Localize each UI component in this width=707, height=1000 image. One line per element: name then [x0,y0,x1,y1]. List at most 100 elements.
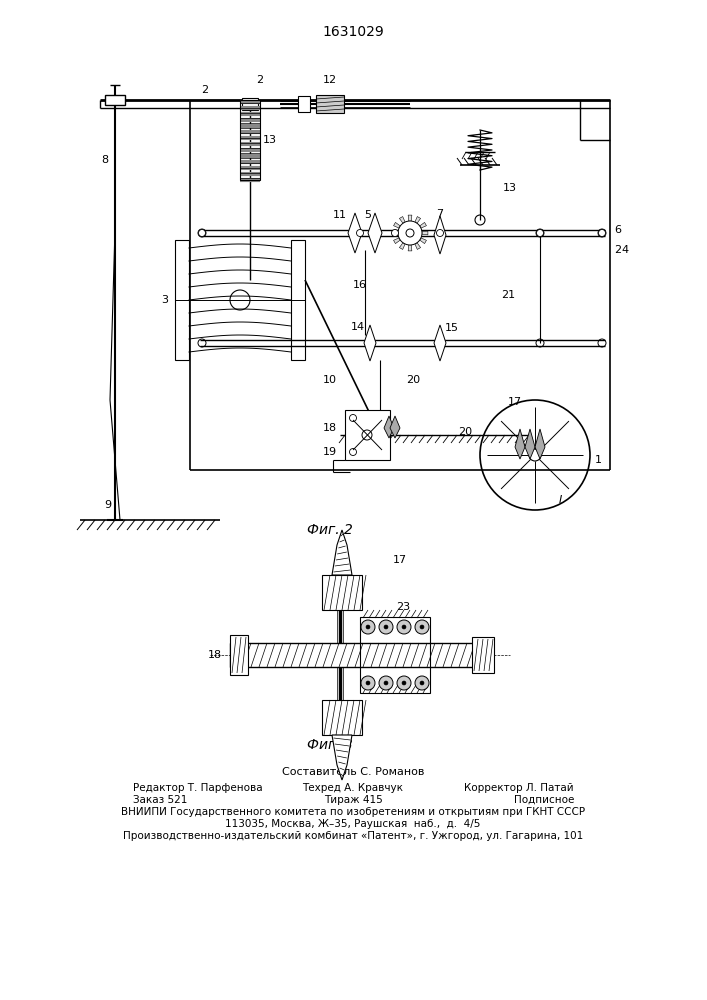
Text: 8: 8 [101,155,109,165]
Text: 19: 19 [323,447,337,457]
Text: 6: 6 [614,225,621,235]
Text: Техред А. Кравчук: Техред А. Кравчук [303,783,404,793]
Bar [316,95,344,113]
Polygon shape [348,213,362,253]
Circle shape [537,230,544,236]
Circle shape [361,620,375,634]
Bar [105,95,125,105]
Text: Составитель С. Романов: Составитель С. Романов [282,767,424,777]
Text: 20: 20 [458,427,472,437]
Polygon shape [390,416,400,438]
Circle shape [398,221,422,245]
Circle shape [361,676,375,690]
Circle shape [436,230,443,236]
Text: 23: 23 [396,602,410,612]
Text: 17: 17 [393,555,407,565]
Text: Корректор Л. Патай: Корректор Л. Патай [464,783,574,793]
Text: Тираж 415: Тираж 415 [324,795,382,805]
Polygon shape [420,238,426,244]
Bar [322,700,362,735]
Text: 10: 10 [323,375,337,385]
Polygon shape [332,735,352,780]
Circle shape [420,681,424,685]
Circle shape [402,625,406,629]
Polygon shape [515,429,525,459]
Bar [242,98,258,110]
Bar [230,643,490,667]
Text: 11: 11 [333,210,347,220]
Circle shape [366,681,370,685]
Text: Фиг. 2: Фиг. 2 [307,523,353,537]
Text: 5: 5 [365,210,371,220]
Bar [345,410,390,460]
Circle shape [384,625,388,629]
Text: 1: 1 [595,455,602,465]
Polygon shape [364,325,376,361]
Circle shape [392,230,399,236]
Polygon shape [535,429,545,459]
Bar [322,575,362,610]
Polygon shape [408,215,412,221]
Polygon shape [392,231,398,235]
Polygon shape [384,416,394,438]
Polygon shape [408,245,412,251]
Text: 1631029: 1631029 [322,25,384,39]
Circle shape [397,620,411,634]
Text: 2: 2 [201,85,209,95]
Text: 13: 13 [503,183,517,193]
Circle shape [420,625,424,629]
Bar [240,100,260,180]
Text: 18: 18 [323,423,337,433]
Bar [230,635,248,675]
Text: 16: 16 [353,280,367,290]
Circle shape [199,230,206,236]
Bar [175,240,189,360]
Polygon shape [394,222,400,228]
Text: 13: 13 [263,135,277,145]
Text: 21: 21 [501,290,515,300]
Text: 9: 9 [105,500,112,510]
Circle shape [415,676,429,690]
Text: 17: 17 [508,397,522,407]
Circle shape [415,620,429,634]
Text: I: I [559,495,561,505]
Circle shape [402,681,406,685]
Polygon shape [415,243,421,249]
Polygon shape [525,429,535,459]
Text: 4: 4 [621,245,629,255]
Text: ВНИИПИ Государственного комитета по изобретениям и открытиям при ГКНТ СССР: ВНИИПИ Государственного комитета по изоб… [121,807,585,817]
Bar [291,240,305,360]
Text: 12: 12 [323,75,337,85]
Circle shape [397,676,411,690]
Polygon shape [420,222,426,228]
Text: Производственно-издательский комбинат «Патент», г. Ужгород, ул. Гагарина, 101: Производственно-издательский комбинат «П… [123,831,583,841]
Polygon shape [399,217,405,223]
Text: 14: 14 [351,322,365,332]
Circle shape [366,625,370,629]
Text: 18: 18 [208,650,222,660]
Text: Подписное: Подписное [513,795,574,805]
Bar [360,617,430,693]
Polygon shape [399,243,405,249]
Polygon shape [394,238,400,244]
Circle shape [379,620,393,634]
Text: 3: 3 [161,295,168,305]
Text: Фиг. 3: Фиг. 3 [307,738,353,752]
Circle shape [356,230,363,236]
Text: 15: 15 [445,323,459,333]
Polygon shape [434,325,446,361]
Text: 2: 2 [257,75,264,85]
Circle shape [384,681,388,685]
Polygon shape [434,216,446,254]
Circle shape [599,230,605,236]
Text: Редактор Т. Парфенова: Редактор Т. Парфенова [133,783,262,793]
Circle shape [230,290,250,310]
Polygon shape [415,217,421,223]
Polygon shape [332,530,352,575]
Text: Заказ 521: Заказ 521 [133,795,187,805]
Text: 2: 2 [614,245,621,255]
Text: 20: 20 [406,375,420,385]
Circle shape [406,229,414,237]
Bar [472,637,494,673]
Bar [298,96,310,112]
